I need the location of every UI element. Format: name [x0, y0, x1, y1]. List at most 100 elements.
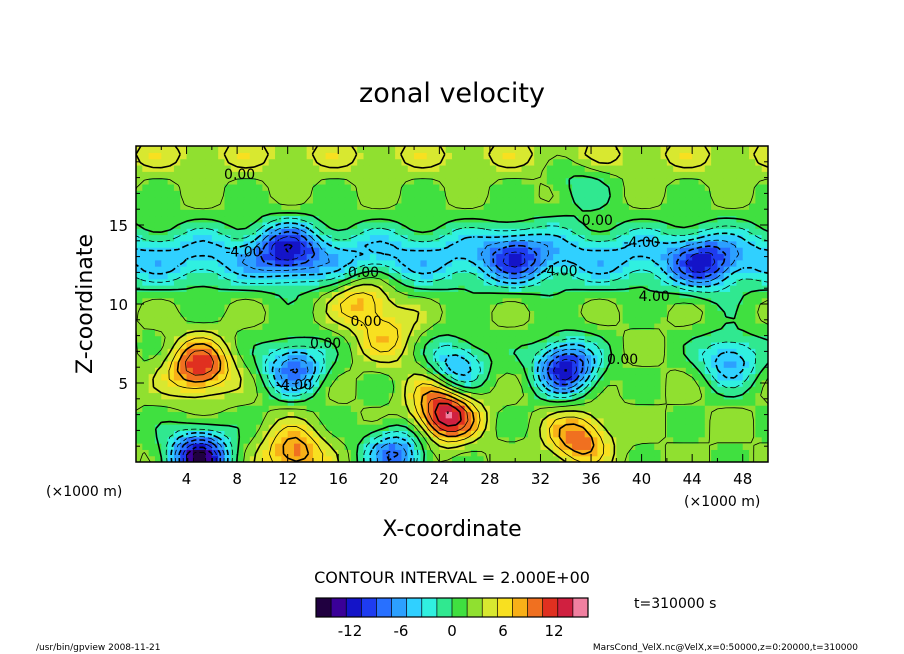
heat-cell	[464, 430, 472, 438]
heat-cell	[338, 455, 346, 462]
heat-cell	[243, 341, 251, 349]
heat-cell	[736, 449, 744, 457]
heat-cell	[395, 228, 403, 236]
heat-cell	[344, 455, 352, 462]
heat-cell	[142, 171, 150, 179]
heat-cell	[496, 164, 504, 172]
heat-cell	[692, 430, 700, 438]
heat-cell	[319, 386, 327, 394]
heat-cell	[534, 177, 542, 185]
heat-cell	[635, 392, 643, 400]
heat-cell	[136, 341, 143, 349]
heat-cell	[597, 190, 605, 198]
heat-cell	[628, 411, 636, 419]
heat-cell	[628, 379, 636, 387]
heat-cell	[268, 405, 276, 413]
heat-cell	[407, 430, 415, 438]
heat-cell	[698, 202, 706, 210]
heat-cell	[591, 341, 598, 349]
heat-cell	[730, 341, 737, 349]
heat-cell	[300, 304, 308, 311]
heat-cell	[711, 304, 719, 311]
heat-cell	[218, 373, 226, 381]
heat-cell	[730, 373, 737, 381]
heat-cell	[546, 335, 554, 343]
heat-cell	[249, 247, 257, 255]
heat-cell	[723, 436, 731, 444]
heat-cell	[496, 424, 504, 431]
heat-cell	[395, 259, 403, 267]
heat-cell	[224, 329, 232, 337]
heat-cell	[628, 183, 636, 191]
heat-cell	[433, 272, 440, 280]
heat-cell	[496, 443, 504, 450]
heat-cell	[711, 228, 719, 236]
heat-cell	[685, 329, 693, 337]
heat-cell	[692, 417, 700, 425]
heat-cell	[306, 183, 314, 191]
heat-cell	[382, 183, 390, 191]
heat-cell	[470, 171, 478, 179]
heat-cell	[730, 196, 737, 204]
heat-cell	[508, 177, 516, 185]
heat-cell	[458, 443, 466, 450]
heat-cell	[173, 405, 181, 413]
heat-cell	[597, 253, 605, 261]
heat-cell	[502, 373, 510, 381]
heat-cell	[199, 341, 207, 349]
heat-cell	[395, 310, 403, 318]
heat-cell	[192, 430, 200, 438]
heat-cell	[376, 424, 384, 431]
heat-cell	[521, 310, 529, 318]
heat-cell	[350, 348, 358, 356]
heat-cell	[363, 278, 371, 286]
heat-cell	[534, 190, 542, 198]
heat-cell	[218, 202, 226, 210]
heat-cell	[167, 177, 175, 185]
heat-cell	[154, 253, 162, 261]
heat-cell	[521, 234, 529, 242]
heat-cell	[565, 234, 573, 242]
heat-cell	[521, 436, 529, 444]
heat-cell	[470, 146, 478, 153]
heat-cell	[249, 278, 257, 286]
heat-cell	[262, 209, 270, 217]
heat-cell	[439, 392, 447, 400]
heat-cell	[489, 373, 497, 381]
heat-cell	[647, 183, 655, 191]
heat-cell	[755, 285, 763, 292]
heat-cell	[388, 183, 396, 191]
heat-cell	[666, 215, 674, 223]
heat-cell	[591, 177, 598, 185]
heat-cell	[154, 392, 162, 400]
heat-cell	[755, 455, 763, 462]
heat-cell	[508, 417, 516, 425]
heat-cell	[243, 417, 251, 425]
heat-cell	[180, 183, 188, 191]
heat-cell	[679, 196, 687, 204]
heat-cell	[287, 190, 295, 198]
heat-cell	[610, 386, 617, 394]
heat-cell	[616, 240, 624, 248]
heat-cell	[692, 215, 700, 223]
heat-cell	[331, 196, 339, 204]
heat-cell	[679, 234, 687, 242]
heat-cell	[578, 360, 586, 368]
heat-cell	[350, 411, 358, 419]
heat-cell	[711, 196, 719, 204]
heat-cell	[312, 367, 320, 375]
heat-cell	[357, 455, 365, 462]
heat-cell	[363, 247, 371, 255]
heat-cell	[205, 240, 213, 248]
heat-cell	[761, 449, 768, 457]
heat-cell	[331, 335, 339, 343]
heat-cell	[584, 209, 592, 217]
heat-cell	[692, 266, 700, 273]
heat-cell	[192, 392, 200, 400]
heat-cell	[154, 379, 162, 387]
heat-cell	[199, 278, 207, 286]
heat-cell	[521, 285, 529, 292]
heat-cell	[673, 177, 681, 185]
heat-cell	[559, 455, 567, 462]
heat-cell	[433, 164, 440, 172]
